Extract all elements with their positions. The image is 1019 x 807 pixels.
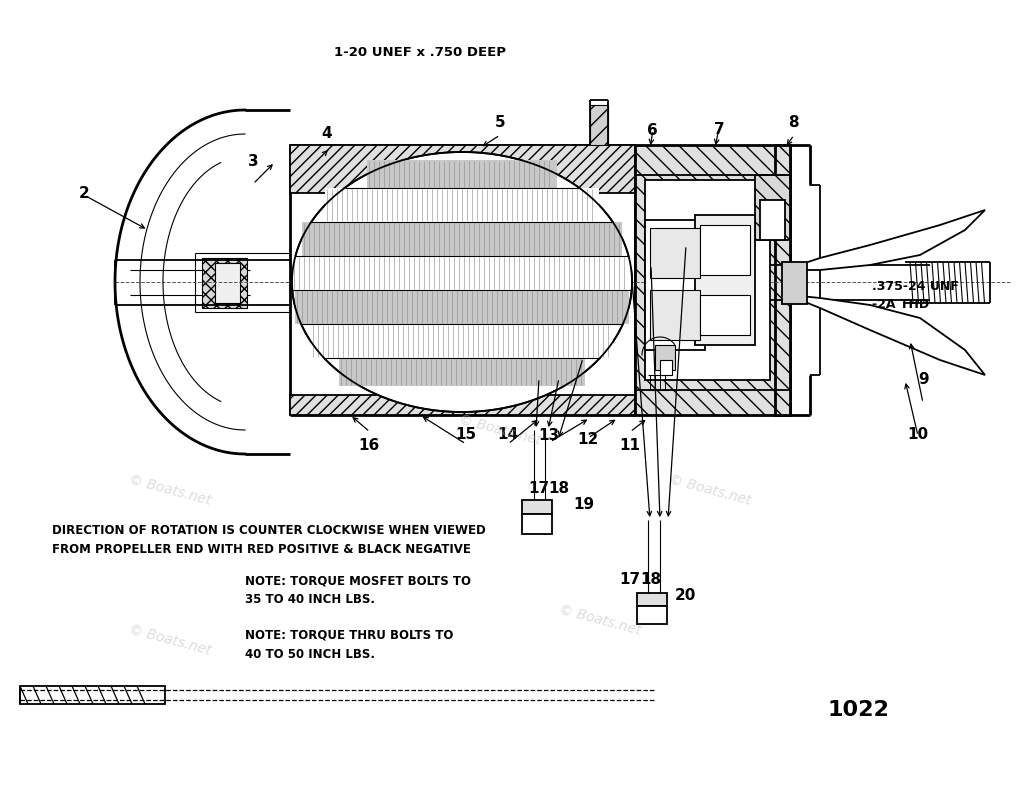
Bar <box>292 256 631 290</box>
Text: 10: 10 <box>907 427 927 441</box>
Text: © Boats.net: © Boats.net <box>127 622 213 658</box>
Text: 13: 13 <box>538 429 558 443</box>
Bar <box>589 105 607 145</box>
Bar <box>289 145 635 193</box>
Text: .375-24 UNF
-2A THD: .375-24 UNF -2A THD <box>871 279 958 311</box>
Bar <box>289 395 635 415</box>
Bar <box>294 290 628 324</box>
Text: 7: 7 <box>713 122 723 136</box>
Bar <box>649 228 699 278</box>
Bar <box>302 222 622 256</box>
Text: 20: 20 <box>675 588 695 603</box>
Text: 18: 18 <box>640 572 660 587</box>
Bar <box>754 175 790 240</box>
Text: 19: 19 <box>573 497 593 512</box>
Text: 1-20 UNEF x .750 DEEP: 1-20 UNEF x .750 DEEP <box>333 45 505 58</box>
Text: 5: 5 <box>494 115 504 130</box>
Bar <box>367 160 556 188</box>
Text: 12: 12 <box>577 433 597 447</box>
Bar <box>20 686 165 704</box>
Bar <box>654 345 675 370</box>
Text: NOTE: TORQUE THRU BOLTS TO
40 TO 50 INCH LBS.: NOTE: TORQUE THRU BOLTS TO 40 TO 50 INCH… <box>245 629 452 661</box>
Bar <box>635 145 790 415</box>
Polygon shape <box>291 152 632 412</box>
Bar <box>644 220 704 350</box>
Bar <box>699 295 749 335</box>
Bar <box>637 606 666 624</box>
Bar <box>522 500 551 514</box>
Polygon shape <box>790 210 984 270</box>
Bar <box>310 324 612 358</box>
Bar <box>649 290 699 340</box>
Bar <box>325 188 598 222</box>
Bar <box>215 263 239 303</box>
Text: © Boats.net: © Boats.net <box>556 602 642 638</box>
Bar <box>644 180 769 380</box>
Text: © Boats.net: © Boats.net <box>457 412 542 448</box>
Text: 6: 6 <box>647 123 657 138</box>
Text: 4: 4 <box>321 126 331 140</box>
Text: 17: 17 <box>528 481 548 495</box>
Text: 9: 9 <box>917 372 927 387</box>
Bar <box>759 200 785 240</box>
Bar <box>774 145 790 415</box>
Bar <box>659 360 672 375</box>
Bar <box>694 215 754 345</box>
Bar <box>202 258 247 308</box>
Polygon shape <box>790 295 984 375</box>
Text: 11: 11 <box>619 438 639 453</box>
Bar <box>339 358 584 386</box>
Bar <box>782 262 806 304</box>
Bar <box>637 593 666 606</box>
Text: 2: 2 <box>78 186 89 201</box>
Text: NOTE: TORQUE MOSFET BOLTS TO
35 TO 40 INCH LBS.: NOTE: TORQUE MOSFET BOLTS TO 35 TO 40 IN… <box>245 574 471 606</box>
Text: DIRECTION OF ROTATION IS COUNTER CLOCKWISE WHEN VIEWED
FROM PROPELLER END WITH R: DIRECTION OF ROTATION IS COUNTER CLOCKWI… <box>52 524 485 556</box>
Text: © Boats.net: © Boats.net <box>666 472 752 508</box>
Bar <box>699 225 749 275</box>
Text: 14: 14 <box>497 427 518 441</box>
Bar <box>522 514 551 534</box>
Text: 18: 18 <box>548 481 569 495</box>
Text: 3: 3 <box>248 154 258 169</box>
Text: © Boats.net: © Boats.net <box>127 472 213 508</box>
Text: 15: 15 <box>455 427 476 441</box>
Text: 1022: 1022 <box>826 700 889 720</box>
Text: 8: 8 <box>788 115 798 130</box>
Text: 16: 16 <box>359 438 379 453</box>
Text: 17: 17 <box>620 572 640 587</box>
